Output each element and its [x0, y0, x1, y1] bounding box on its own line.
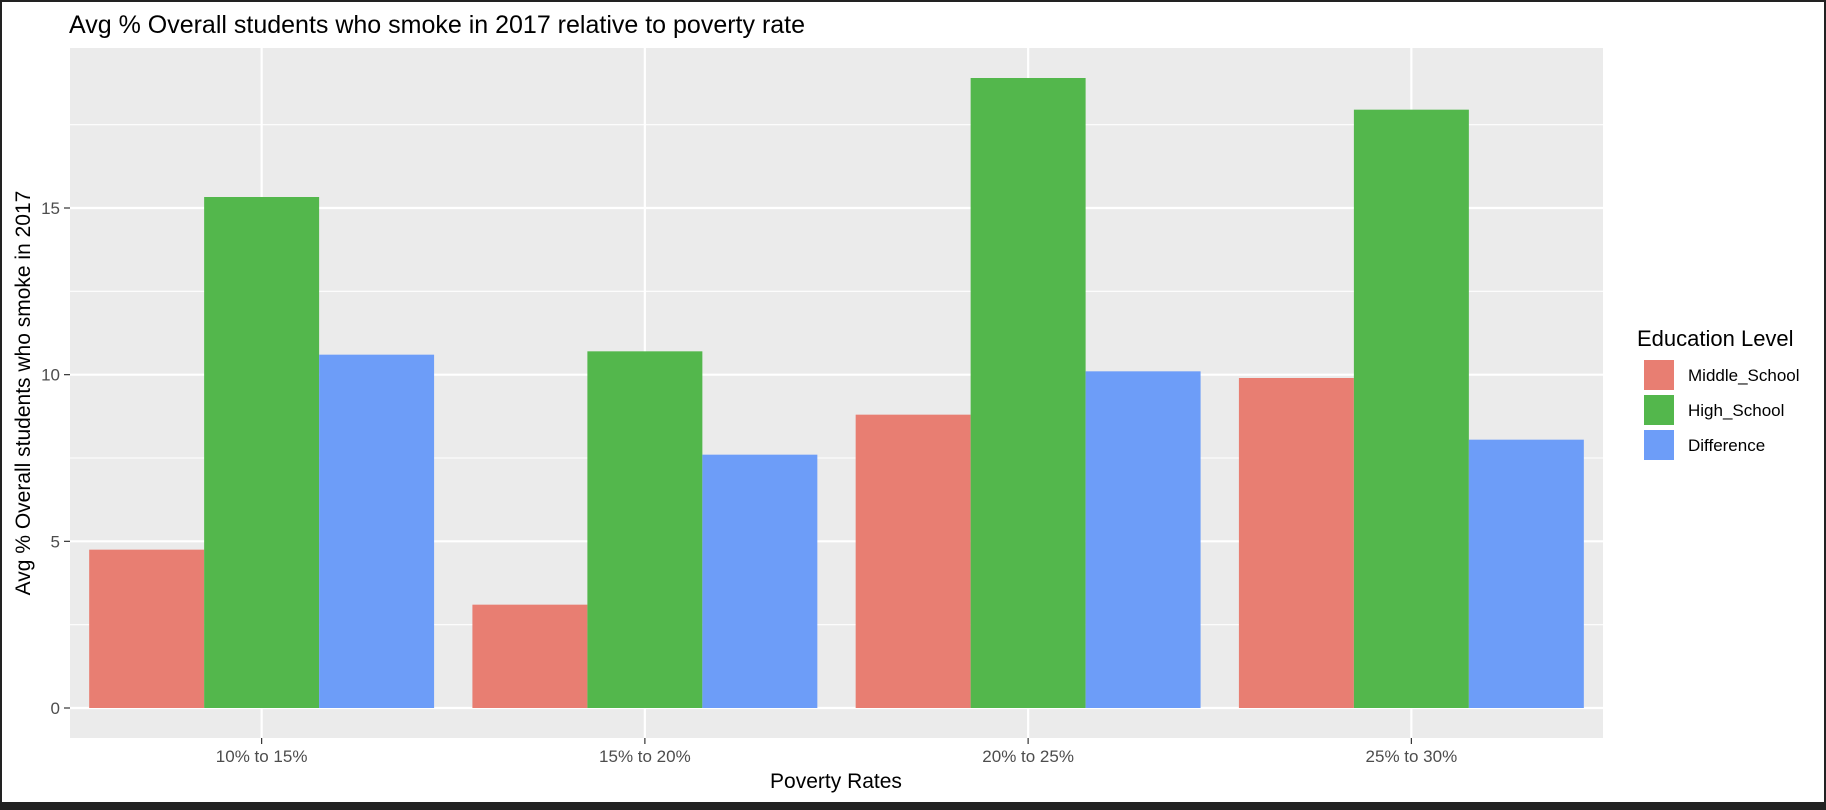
- y-axis-title: Avg % Overall students who smoke in 2017: [12, 191, 35, 596]
- bar-high-school: [587, 351, 703, 708]
- legend-swatch-middle-school: [1644, 360, 1674, 390]
- x-axis-title: Poverty Rates: [770, 770, 902, 793]
- legend-label: High_School: [1688, 401, 1784, 420]
- x-tick-label: 20% to 25%: [982, 747, 1074, 766]
- legend-label: Difference: [1688, 436, 1765, 455]
- y-tick-label: 0: [51, 699, 60, 718]
- bars: [89, 78, 1584, 708]
- bar-middle-school: [855, 414, 971, 708]
- x-tick-label: 15% to 20%: [599, 747, 691, 766]
- bar-difference: [702, 454, 818, 708]
- y-tick-label: 10: [41, 366, 60, 385]
- legend-label: Middle_School: [1688, 366, 1800, 385]
- bar-middle-school: [472, 604, 588, 708]
- bar-high-school: [1353, 109, 1469, 708]
- y-tick-label: 15: [41, 199, 60, 218]
- bar-difference: [1468, 439, 1584, 708]
- y-axis: 0 5 10 15: [41, 199, 70, 718]
- x-axis: 10% to 15% 15% to 20% 20% to 25% 25% to 30%: [216, 738, 1457, 766]
- bar-difference: [319, 354, 435, 708]
- legend-title: Education Level: [1637, 326, 1794, 351]
- bar-difference: [1085, 371, 1201, 708]
- bar-middle-school: [1238, 378, 1354, 708]
- bar-high-school: [204, 197, 320, 708]
- legend-swatch-high-school: [1644, 395, 1674, 425]
- y-tick-label: 5: [51, 532, 60, 551]
- x-tick-label: 10% to 15%: [216, 747, 308, 766]
- legend-swatch-difference: [1644, 430, 1674, 460]
- x-tick-label: 25% to 30%: [1366, 747, 1458, 766]
- bar-middle-school: [89, 549, 205, 708]
- chart-title: Avg % Overall students who smoke in 2017…: [69, 11, 805, 39]
- bar-high-school: [970, 78, 1086, 708]
- legend: Education Level Middle_School High_School…: [1637, 326, 1800, 460]
